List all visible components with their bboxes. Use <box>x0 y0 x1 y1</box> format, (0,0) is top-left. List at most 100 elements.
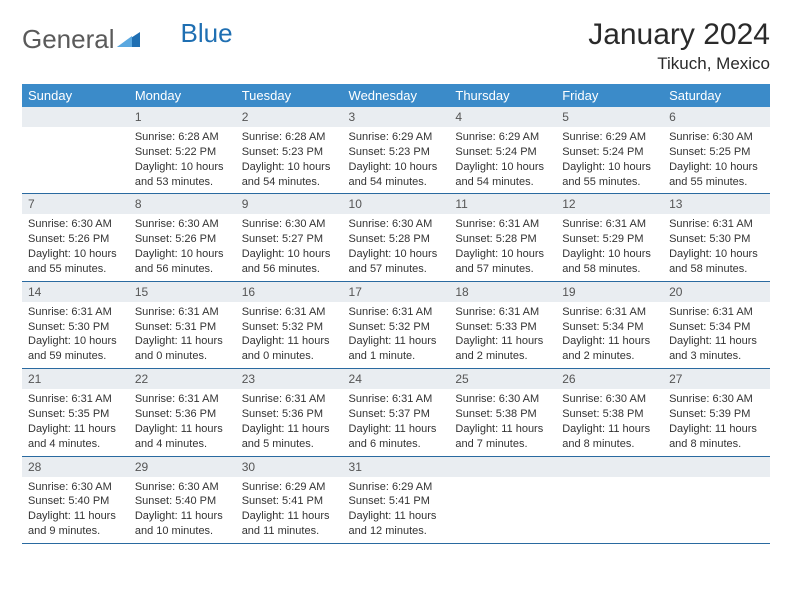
day-number: 26 <box>556 369 663 389</box>
calendar-row: 14Sunrise: 6:31 AMSunset: 5:30 PMDayligh… <box>22 281 770 368</box>
calendar-cell: 17Sunrise: 6:31 AMSunset: 5:32 PMDayligh… <box>343 281 450 368</box>
day-body: Sunrise: 6:29 AMSunset: 5:24 PMDaylight:… <box>449 127 556 193</box>
day-body: Sunrise: 6:30 AMSunset: 5:27 PMDaylight:… <box>236 214 343 280</box>
day-body: Sunrise: 6:30 AMSunset: 5:40 PMDaylight:… <box>22 477 129 543</box>
day-number-empty <box>22 107 129 127</box>
calendar-cell: 10Sunrise: 6:30 AMSunset: 5:28 PMDayligh… <box>343 194 450 281</box>
day-body: Sunrise: 6:30 AMSunset: 5:26 PMDaylight:… <box>129 214 236 280</box>
day-number-empty <box>556 457 663 477</box>
day-number: 3 <box>343 107 450 127</box>
day-number: 23 <box>236 369 343 389</box>
day-number: 16 <box>236 282 343 302</box>
day-number: 10 <box>343 194 450 214</box>
day-body: Sunrise: 6:29 AMSunset: 5:41 PMDaylight:… <box>343 477 450 543</box>
day-body: Sunrise: 6:29 AMSunset: 5:24 PMDaylight:… <box>556 127 663 193</box>
day-body: Sunrise: 6:31 AMSunset: 5:37 PMDaylight:… <box>343 389 450 455</box>
calendar-cell: 12Sunrise: 6:31 AMSunset: 5:29 PMDayligh… <box>556 194 663 281</box>
day-number: 15 <box>129 282 236 302</box>
day-header-friday: Friday <box>556 84 663 107</box>
day-number: 17 <box>343 282 450 302</box>
day-header-thursday: Thursday <box>449 84 556 107</box>
calendar-row: 1Sunrise: 6:28 AMSunset: 5:22 PMDaylight… <box>22 107 770 194</box>
calendar-cell: 29Sunrise: 6:30 AMSunset: 5:40 PMDayligh… <box>129 456 236 543</box>
calendar-cell: 6Sunrise: 6:30 AMSunset: 5:25 PMDaylight… <box>663 107 770 194</box>
header: General Blue January 2024 Tikuch, Mexico <box>22 18 770 74</box>
calendar-cell: 22Sunrise: 6:31 AMSunset: 5:36 PMDayligh… <box>129 369 236 456</box>
day-number: 20 <box>663 282 770 302</box>
calendar-cell <box>22 107 129 194</box>
calendar-cell: 8Sunrise: 6:30 AMSunset: 5:26 PMDaylight… <box>129 194 236 281</box>
calendar-cell: 13Sunrise: 6:31 AMSunset: 5:30 PMDayligh… <box>663 194 770 281</box>
day-body: Sunrise: 6:31 AMSunset: 5:32 PMDaylight:… <box>343 302 450 368</box>
calendar-cell: 23Sunrise: 6:31 AMSunset: 5:36 PMDayligh… <box>236 369 343 456</box>
day-number: 28 <box>22 457 129 477</box>
day-number-empty <box>663 457 770 477</box>
day-body: Sunrise: 6:31 AMSunset: 5:35 PMDaylight:… <box>22 389 129 455</box>
day-header-saturday: Saturday <box>663 84 770 107</box>
month-title: January 2024 <box>588 18 770 52</box>
day-body: Sunrise: 6:31 AMSunset: 5:34 PMDaylight:… <box>556 302 663 368</box>
calendar-cell: 26Sunrise: 6:30 AMSunset: 5:38 PMDayligh… <box>556 369 663 456</box>
calendar-cell: 4Sunrise: 6:29 AMSunset: 5:24 PMDaylight… <box>449 107 556 194</box>
day-body: Sunrise: 6:30 AMSunset: 5:40 PMDaylight:… <box>129 477 236 543</box>
day-body: Sunrise: 6:31 AMSunset: 5:31 PMDaylight:… <box>129 302 236 368</box>
day-body: Sunrise: 6:30 AMSunset: 5:39 PMDaylight:… <box>663 389 770 455</box>
day-body: Sunrise: 6:28 AMSunset: 5:22 PMDaylight:… <box>129 127 236 193</box>
logo-triangle-icon <box>117 24 141 55</box>
day-body: Sunrise: 6:30 AMSunset: 5:28 PMDaylight:… <box>343 214 450 280</box>
calendar-cell <box>663 456 770 543</box>
day-number: 18 <box>449 282 556 302</box>
location: Tikuch, Mexico <box>588 54 770 74</box>
day-header-tuesday: Tuesday <box>236 84 343 107</box>
day-header-monday: Monday <box>129 84 236 107</box>
day-body: Sunrise: 6:31 AMSunset: 5:33 PMDaylight:… <box>449 302 556 368</box>
day-number: 14 <box>22 282 129 302</box>
calendar-cell <box>556 456 663 543</box>
day-number: 1 <box>129 107 236 127</box>
calendar-cell: 28Sunrise: 6:30 AMSunset: 5:40 PMDayligh… <box>22 456 129 543</box>
calendar-row: 7Sunrise: 6:30 AMSunset: 5:26 PMDaylight… <box>22 194 770 281</box>
day-number: 19 <box>556 282 663 302</box>
day-number: 12 <box>556 194 663 214</box>
calendar-cell: 30Sunrise: 6:29 AMSunset: 5:41 PMDayligh… <box>236 456 343 543</box>
calendar-head: SundayMondayTuesdayWednesdayThursdayFrid… <box>22 84 770 107</box>
day-number: 7 <box>22 194 129 214</box>
calendar-cell <box>449 456 556 543</box>
day-header-wednesday: Wednesday <box>343 84 450 107</box>
day-number: 29 <box>129 457 236 477</box>
calendar-cell: 14Sunrise: 6:31 AMSunset: 5:30 PMDayligh… <box>22 281 129 368</box>
day-number: 2 <box>236 107 343 127</box>
day-number-empty <box>449 457 556 477</box>
day-header-sunday: Sunday <box>22 84 129 107</box>
day-number: 25 <box>449 369 556 389</box>
day-number: 24 <box>343 369 450 389</box>
calendar-cell: 21Sunrise: 6:31 AMSunset: 5:35 PMDayligh… <box>22 369 129 456</box>
day-body: Sunrise: 6:31 AMSunset: 5:36 PMDaylight:… <box>129 389 236 455</box>
day-number: 27 <box>663 369 770 389</box>
logo-text-blue: Blue <box>181 18 233 49</box>
calendar-cell: 19Sunrise: 6:31 AMSunset: 5:34 PMDayligh… <box>556 281 663 368</box>
calendar-cell: 25Sunrise: 6:30 AMSunset: 5:38 PMDayligh… <box>449 369 556 456</box>
day-body: Sunrise: 6:31 AMSunset: 5:28 PMDaylight:… <box>449 214 556 280</box>
day-body: Sunrise: 6:31 AMSunset: 5:36 PMDaylight:… <box>236 389 343 455</box>
day-body: Sunrise: 6:31 AMSunset: 5:30 PMDaylight:… <box>22 302 129 368</box>
calendar-page: General Blue January 2024 Tikuch, Mexico… <box>0 0 792 562</box>
calendar-cell: 16Sunrise: 6:31 AMSunset: 5:32 PMDayligh… <box>236 281 343 368</box>
day-body: Sunrise: 6:30 AMSunset: 5:38 PMDaylight:… <box>449 389 556 455</box>
calendar-cell: 3Sunrise: 6:29 AMSunset: 5:23 PMDaylight… <box>343 107 450 194</box>
day-number: 21 <box>22 369 129 389</box>
day-number: 4 <box>449 107 556 127</box>
day-number: 9 <box>236 194 343 214</box>
calendar-cell: 2Sunrise: 6:28 AMSunset: 5:23 PMDaylight… <box>236 107 343 194</box>
day-body: Sunrise: 6:31 AMSunset: 5:32 PMDaylight:… <box>236 302 343 368</box>
day-number: 8 <box>129 194 236 214</box>
day-number: 22 <box>129 369 236 389</box>
day-number: 13 <box>663 194 770 214</box>
day-body: Sunrise: 6:30 AMSunset: 5:26 PMDaylight:… <box>22 214 129 280</box>
calendar-cell: 7Sunrise: 6:30 AMSunset: 5:26 PMDaylight… <box>22 194 129 281</box>
day-body: Sunrise: 6:29 AMSunset: 5:23 PMDaylight:… <box>343 127 450 193</box>
calendar-cell: 20Sunrise: 6:31 AMSunset: 5:34 PMDayligh… <box>663 281 770 368</box>
calendar-body: 1Sunrise: 6:28 AMSunset: 5:22 PMDaylight… <box>22 107 770 543</box>
day-number: 30 <box>236 457 343 477</box>
day-body: Sunrise: 6:31 AMSunset: 5:29 PMDaylight:… <box>556 214 663 280</box>
